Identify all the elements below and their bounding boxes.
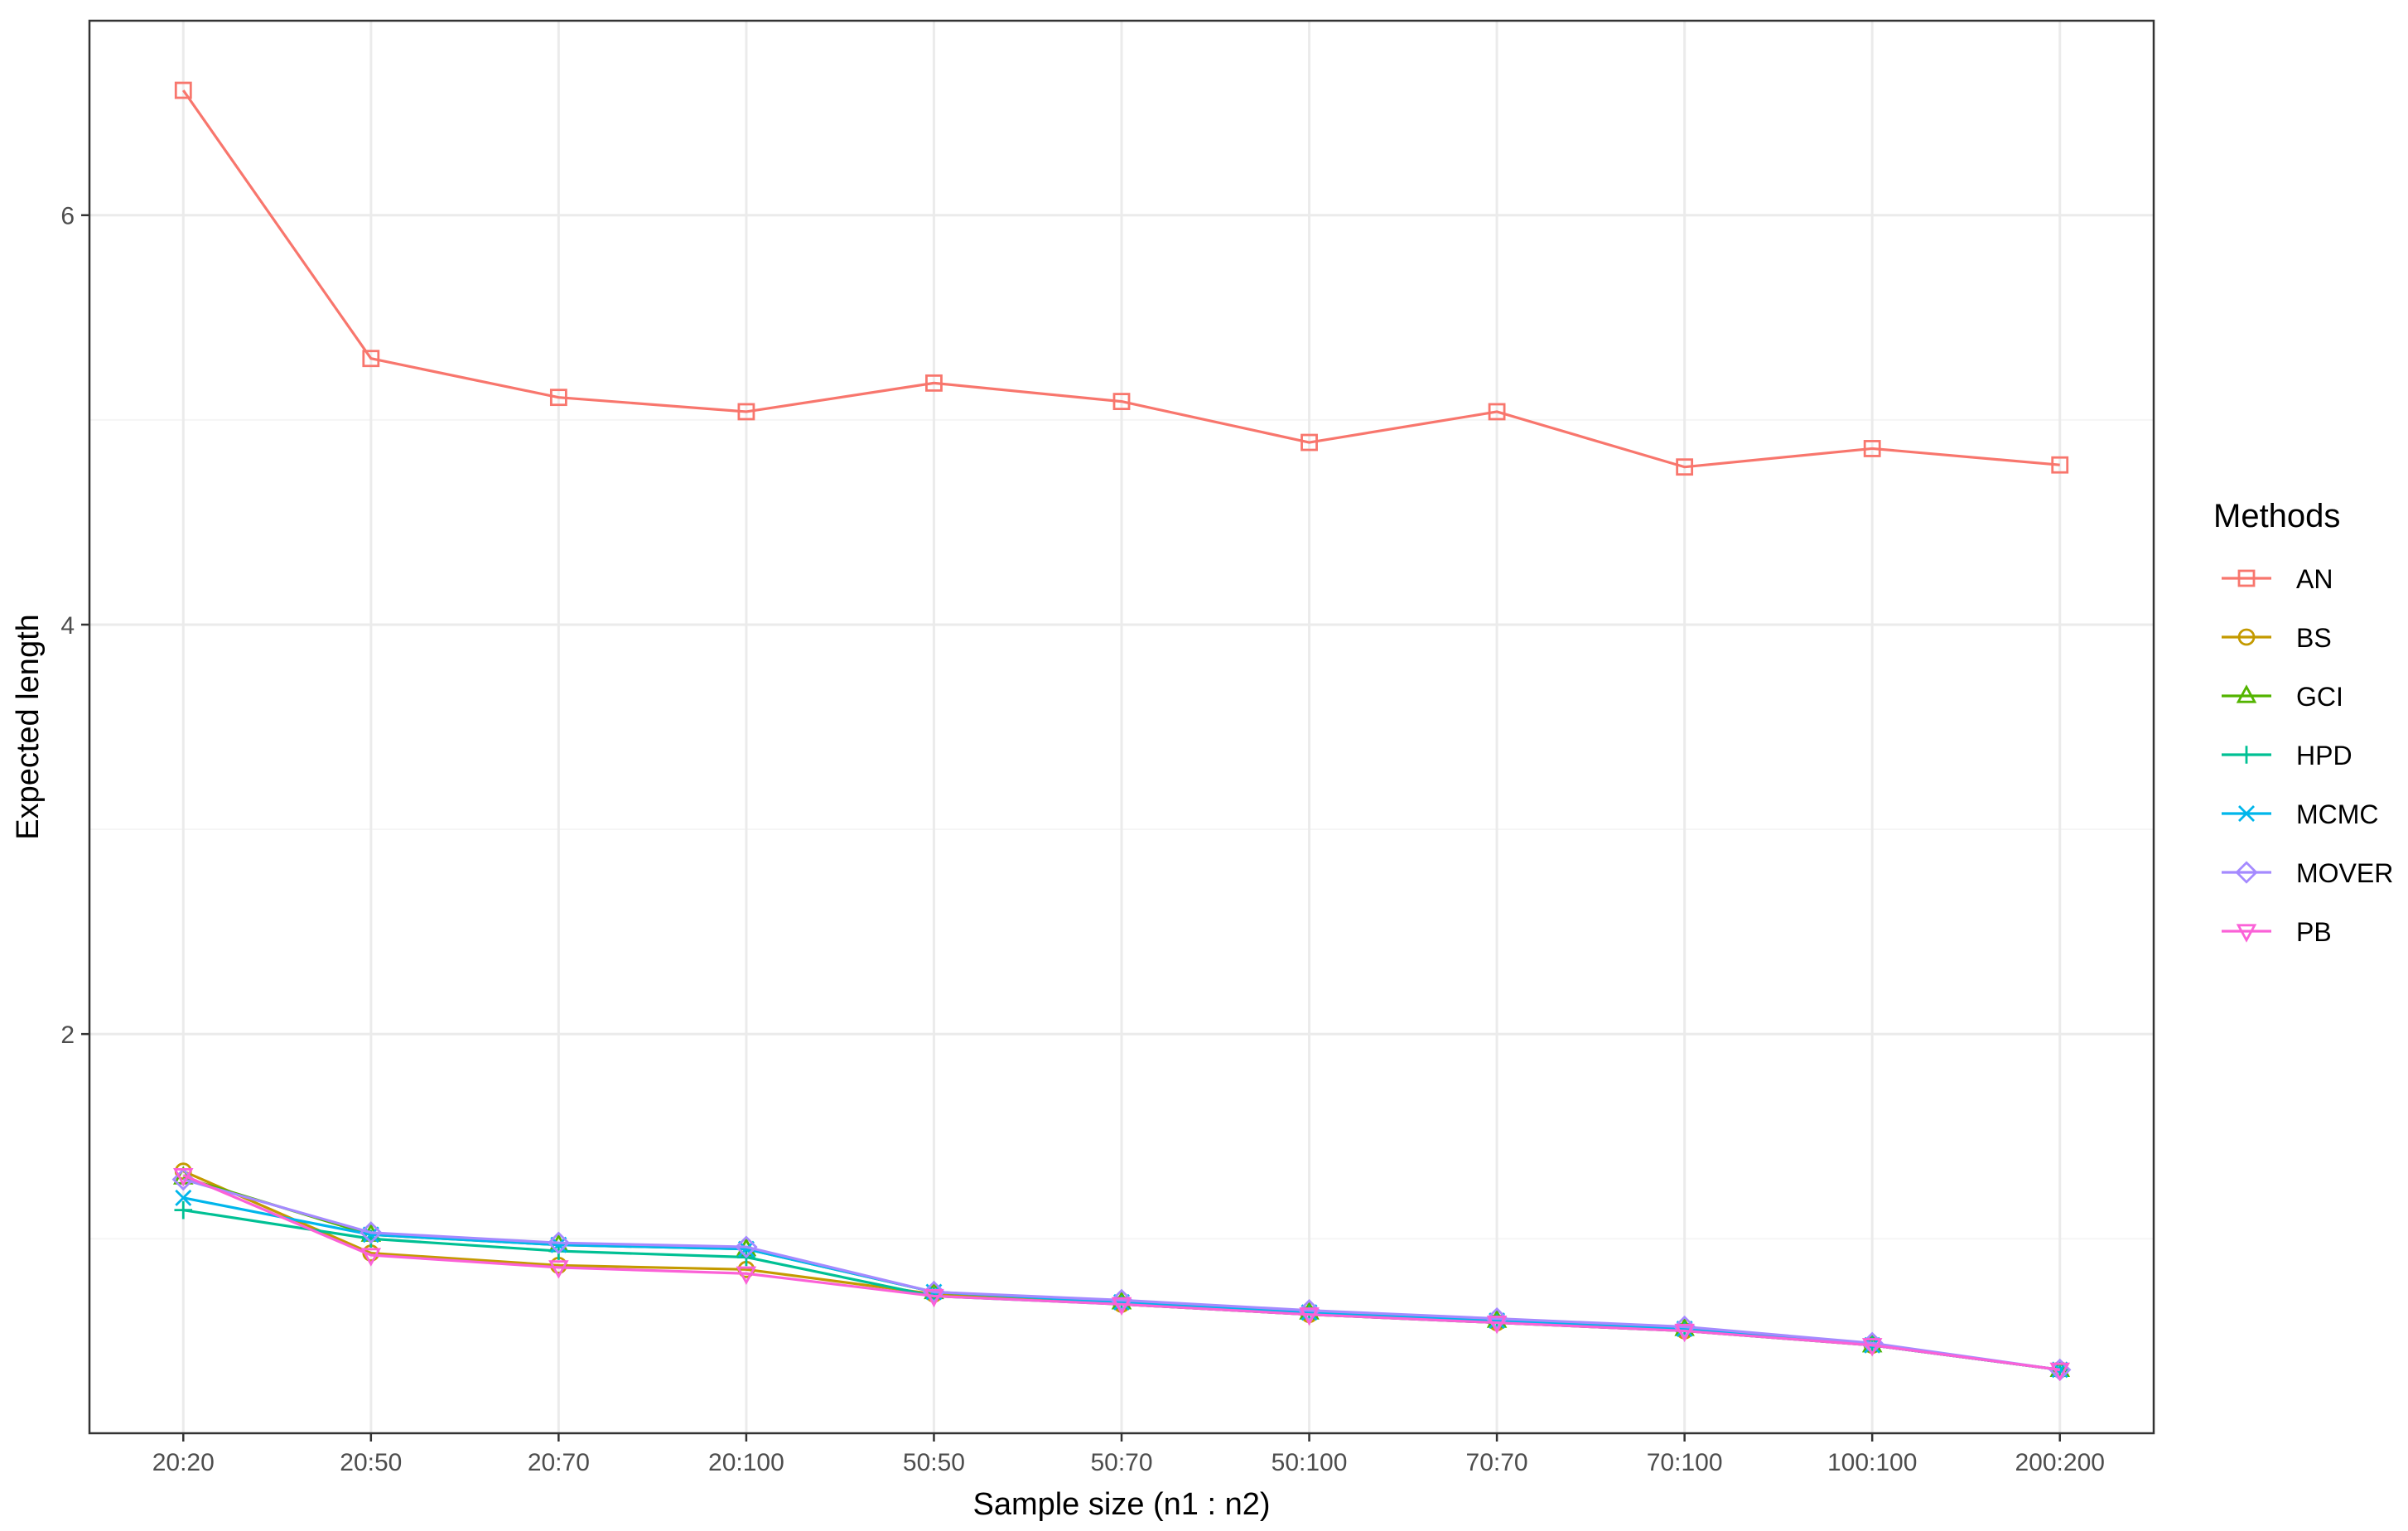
data-point-pb: [1111, 1297, 1132, 1316]
series-lines: [171, 81, 2072, 1382]
legend-label: MCMC: [2296, 799, 2379, 829]
y-tick-label: 6: [60, 203, 75, 230]
legend: Methods AN BS GCI HPD MCMC MOVER PB: [2213, 498, 2393, 947]
series-an: [174, 81, 2069, 476]
legend-label: AN: [2296, 564, 2333, 594]
data-point-pb: [736, 1266, 757, 1285]
series-pb: [173, 1168, 2070, 1382]
legend-label: MOVER: [2296, 858, 2393, 888]
x-tick-label: 20:20: [152, 1449, 215, 1476]
data-point-mover: [360, 1221, 383, 1244]
data-point-an: [1863, 440, 1881, 457]
legend-item-pb: PB: [2222, 917, 2332, 947]
y-tick-label: 4: [60, 612, 75, 640]
legend-item-an: AN: [2222, 564, 2333, 594]
legend-key-marker: [2235, 861, 2258, 884]
data-point-mcmc: [175, 1189, 192, 1206]
x-tick-label: 200:200: [2015, 1449, 2105, 1476]
legend-key-marker: [2236, 684, 2257, 703]
data-point-pb: [1861, 1338, 1883, 1357]
series-mover: [171, 1167, 2072, 1382]
data-point-an: [737, 403, 755, 421]
data-point-mover: [1672, 1315, 1696, 1339]
data-point-an: [1112, 393, 1131, 411]
legend-key-marker: [2237, 628, 2256, 646]
data-point-mover: [735, 1235, 758, 1258]
data-point-hpd: [174, 1200, 193, 1219]
legend-item-bs: BS: [2222, 623, 2332, 653]
legend-title: Methods: [2213, 498, 2340, 534]
x-tick-label: 20:100: [708, 1449, 784, 1476]
legend-item-gci: GCI: [2222, 682, 2343, 712]
x-tick-label: 20:70: [528, 1449, 590, 1476]
legend-label: BS: [2296, 623, 2332, 653]
data-point-an: [174, 81, 192, 99]
legend-key-marker: [2237, 569, 2256, 587]
data-point-pb: [360, 1248, 382, 1267]
data-point-pb: [173, 1168, 194, 1187]
grid-lines: [89, 21, 2154, 1433]
axes: 2 4 6 20:20 20:50 20:70 20:100 50:50 50:70 50:100…: [60, 203, 2105, 1476]
data-point-mcmc: [550, 1236, 567, 1253]
series-line-mover: [182, 1178, 2060, 1371]
legend-key-marker: [2238, 805, 2255, 822]
data-point-pb: [1674, 1323, 1695, 1343]
x-tick-label: 50:100: [1272, 1449, 1348, 1476]
data-point-pb: [548, 1260, 569, 1279]
legend-item-hpd: HPD: [2222, 741, 2353, 770]
legend-label: GCI: [2296, 682, 2343, 712]
data-point-an: [2051, 456, 2069, 474]
data-point-mover: [1110, 1288, 1133, 1312]
data-point-mcmc: [737, 1240, 755, 1258]
x-tick-label: 70:100: [1647, 1449, 1723, 1476]
data-point-an: [362, 350, 380, 368]
x-tick-label: 70:70: [1466, 1449, 1528, 1476]
y-tick-label: 2: [60, 1021, 75, 1049]
legend-key-marker: [2237, 746, 2256, 764]
series-line-pb: [182, 1174, 2060, 1371]
legend-label: PB: [2296, 917, 2332, 947]
data-point-mover: [547, 1231, 571, 1254]
x-axis-title: Sample size (n1 : n2): [972, 1487, 1270, 1522]
legend-key-marker: [2236, 924, 2257, 943]
y-axis-title: Expected length: [11, 614, 46, 840]
data-point-mover: [171, 1167, 195, 1191]
data-point-pb: [1299, 1307, 1320, 1326]
data-point-mcmc: [362, 1226, 379, 1244]
series-line-an: [181, 89, 2060, 469]
x-tick-label: 20:50: [340, 1449, 402, 1476]
data-point-an: [925, 374, 943, 392]
data-point-pb: [2049, 1362, 2070, 1382]
data-point-an: [1488, 403, 1506, 421]
data-point-an: [549, 389, 567, 407]
legend-item-mover: MOVER: [2222, 858, 2393, 888]
data-point-pb: [1486, 1315, 1508, 1335]
data-point-mover: [922, 1280, 946, 1304]
data-point-an: [1301, 433, 1318, 452]
data-point-mover: [1485, 1306, 1508, 1331]
x-tick-label: 50:70: [1090, 1449, 1152, 1476]
legend-item-mcmc: MCMC: [2222, 799, 2379, 829]
data-point-pb: [924, 1288, 944, 1308]
x-tick-label: 100:100: [1827, 1449, 1917, 1476]
data-point-mover: [1297, 1299, 1321, 1322]
data-point-an: [1676, 458, 1694, 476]
legend-label: HPD: [2296, 741, 2353, 770]
x-tick-label: 50:50: [903, 1449, 965, 1476]
